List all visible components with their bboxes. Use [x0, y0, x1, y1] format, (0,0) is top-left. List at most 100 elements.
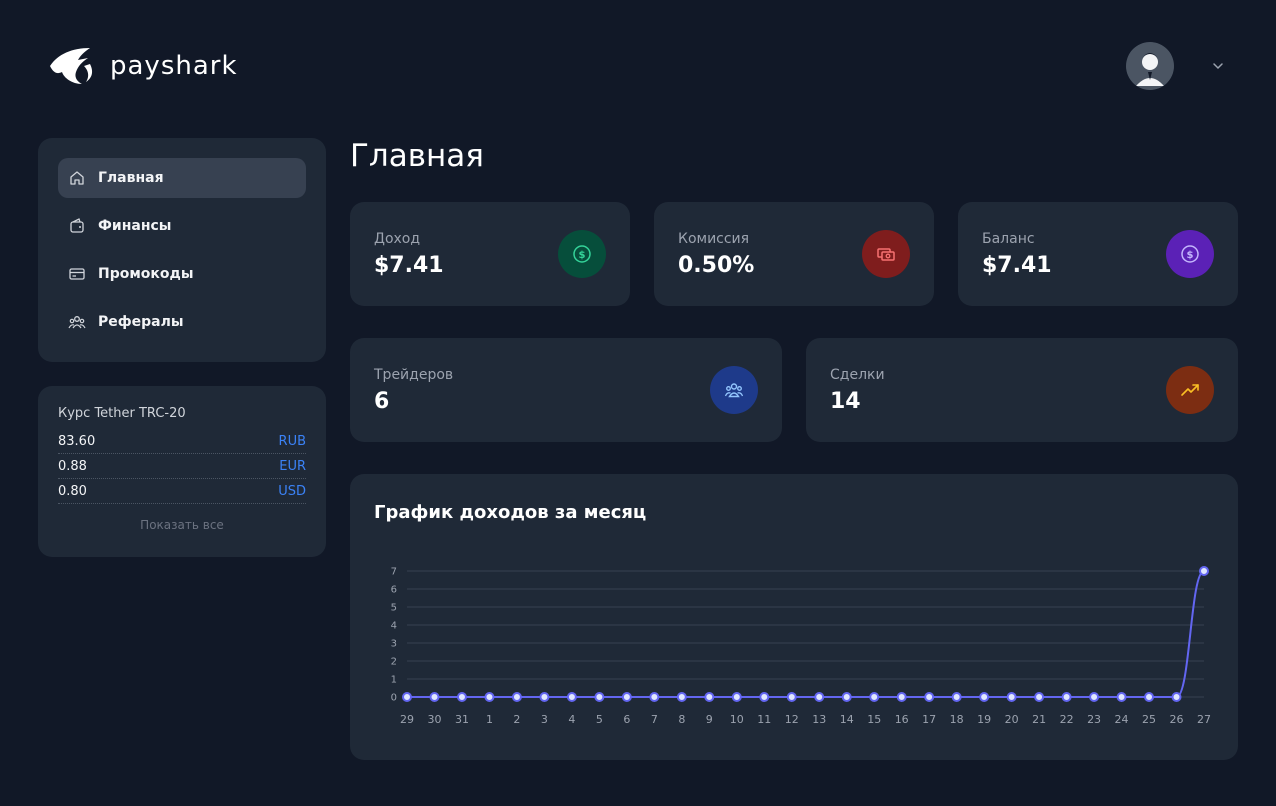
stat-card-income: Доход $7.41 $ — [350, 202, 630, 306]
x-tick-label: 31 — [455, 713, 469, 726]
stat-value: $7.41 — [374, 252, 444, 278]
rate-row: 0.80 USD — [58, 479, 306, 504]
svg-text:$: $ — [1187, 250, 1194, 261]
x-tick-label: 13 — [812, 713, 826, 726]
dollar-circle-icon: $ — [558, 230, 606, 278]
y-tick-label: 0 — [391, 693, 397, 704]
stat-label: Трейдеров — [374, 366, 454, 383]
stat-value: 0.50% — [678, 252, 755, 278]
x-tick-label: 4 — [568, 713, 575, 726]
x-tick-label: 9 — [706, 713, 713, 726]
x-tick-label: 26 — [1170, 713, 1184, 726]
x-tick-label: 25 — [1142, 713, 1156, 726]
data-point — [539, 692, 550, 702]
stat-value: 6 — [374, 388, 390, 414]
y-tick-label: 7 — [391, 567, 397, 578]
rates-title: Курс Tether TRC-20 — [58, 406, 186, 421]
stat-card-commission: Комиссия 0.50% — [654, 202, 934, 306]
data-point — [1061, 692, 1072, 702]
x-tick-label: 2 — [513, 713, 520, 726]
rate-value: 0.80 — [58, 483, 87, 499]
users-icon — [68, 316, 86, 329]
data-point — [731, 692, 742, 702]
data-point — [676, 692, 687, 702]
stat-value: 14 — [830, 388, 861, 414]
sidebar-item-finance[interactable]: Финансы — [58, 206, 306, 246]
stat-label: Комиссия — [678, 230, 750, 247]
brand-name: payshark — [110, 51, 238, 81]
data-point — [841, 692, 852, 702]
y-tick-label: 6 — [391, 585, 397, 596]
stat-card-balance: Баланс $7.41 $ — [958, 202, 1238, 306]
data-point — [1199, 566, 1209, 576]
rate-row: 83.60 RUB — [58, 429, 306, 454]
data-point — [1171, 692, 1182, 702]
data-point — [594, 692, 605, 702]
x-tick-label: 18 — [950, 713, 964, 726]
rate-value: 0.88 — [58, 458, 87, 474]
sidebar-item-referrals[interactable]: Рефералы — [58, 302, 306, 342]
x-tick-label: 24 — [1115, 713, 1129, 726]
x-tick-label: 22 — [1060, 713, 1074, 726]
user-avatar[interactable] — [1126, 42, 1174, 90]
show-all-link[interactable]: Показать все — [140, 518, 224, 532]
stat-card-traders: Трейдеров 6 — [350, 338, 782, 442]
y-tick-label: 3 — [391, 639, 397, 650]
rate-row: 0.88 EUR — [58, 454, 306, 479]
sidebar-item-home[interactable]: Главная — [58, 158, 306, 198]
home-icon — [70, 171, 84, 185]
stat-card-deals: Сделки 14 — [806, 338, 1238, 442]
sidebar-item-label: Главная — [98, 170, 164, 186]
data-point — [1034, 692, 1045, 702]
x-tick-label: 17 — [922, 713, 936, 726]
chevron-down-icon[interactable] — [1210, 58, 1226, 74]
x-tick-label: 20 — [1005, 713, 1019, 726]
svg-text:$: $ — [579, 250, 586, 261]
data-point — [429, 692, 440, 702]
data-point — [1116, 692, 1127, 702]
stat-label: Баланс — [982, 230, 1035, 247]
x-tick-label: 14 — [840, 713, 854, 726]
data-point — [869, 692, 880, 702]
rates-card: Курс Tether TRC-20 83.60 RUB 0.88 EUR 0.… — [38, 386, 326, 557]
data-point — [649, 692, 660, 702]
data-point — [896, 692, 907, 702]
chart-title: График доходов за месяц — [374, 502, 647, 523]
sidebar-item-label: Рефералы — [98, 314, 184, 330]
rate-currency: USD — [278, 483, 306, 499]
x-tick-label: 21 — [1032, 713, 1046, 726]
series-line — [406, 570, 1205, 698]
x-tick-label: 1 — [486, 713, 493, 726]
y-tick-label: 4 — [391, 621, 397, 632]
y-tick-label: 1 — [391, 675, 397, 686]
data-point — [1089, 692, 1100, 702]
x-tick-label: 11 — [757, 713, 771, 726]
card-icon — [69, 268, 85, 280]
stat-label: Доход — [374, 230, 421, 247]
data-point — [1006, 692, 1017, 702]
dollar-circle-icon: $ — [1166, 230, 1214, 278]
x-tick-label: 3 — [541, 713, 548, 726]
trending-up-icon — [1166, 366, 1214, 414]
y-tick-label: 2 — [391, 657, 397, 668]
x-tick-label: 27 — [1197, 713, 1211, 726]
x-tick-label: 10 — [730, 713, 744, 726]
sidebar-item-promocodes[interactable]: Промокоды — [58, 254, 306, 294]
data-point — [566, 692, 577, 702]
wallet-icon — [70, 218, 84, 233]
data-point — [484, 692, 495, 702]
x-tick-label: 19 — [977, 713, 991, 726]
y-tick-label: 5 — [391, 603, 397, 614]
brand-logo[interactable]: payshark — [48, 44, 238, 88]
avatar-icon — [1126, 42, 1174, 90]
cash-icon — [862, 230, 910, 278]
data-point — [924, 692, 935, 702]
data-point — [621, 692, 632, 702]
sidebar-nav: Главная Финансы Промокоды Рефералы — [38, 138, 326, 362]
data-point — [402, 692, 412, 702]
stat-label: Сделки — [830, 366, 885, 383]
x-tick-label: 8 — [678, 713, 685, 726]
data-point — [456, 692, 467, 702]
data-point — [814, 692, 825, 702]
